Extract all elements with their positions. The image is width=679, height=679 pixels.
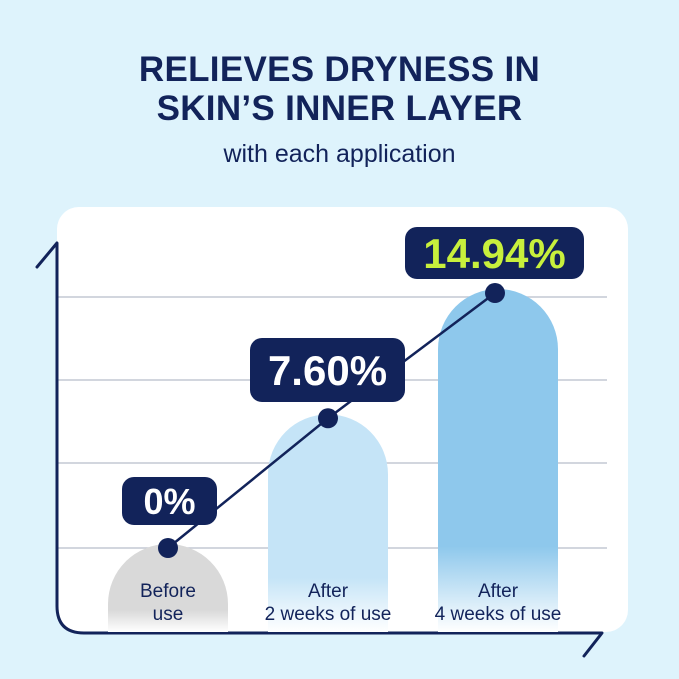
axes bbox=[35, 241, 604, 658]
data-point bbox=[318, 408, 338, 429]
bar bbox=[268, 414, 388, 632]
data-point bbox=[158, 538, 178, 558]
data-label-box bbox=[405, 227, 584, 279]
bar bbox=[108, 544, 228, 632]
data-label: 14.94% bbox=[423, 230, 565, 277]
category-label: Before bbox=[140, 581, 196, 602]
category-label: 2 weeks of use bbox=[265, 604, 392, 625]
data-label-box bbox=[250, 338, 405, 402]
subtitle: with each application bbox=[223, 140, 456, 168]
category-label: 4 weeks of use bbox=[435, 604, 562, 625]
category-label: After bbox=[308, 581, 349, 602]
page-title: RELIEVES DRYNESS IN SKIN’S INNER LAYER bbox=[0, 50, 679, 128]
data-label: 7.60% bbox=[268, 347, 387, 394]
title-line-2: SKIN’S INNER LAYER bbox=[156, 89, 523, 128]
data-point bbox=[485, 283, 505, 304]
bar bbox=[438, 289, 558, 632]
data-label: 0% bbox=[143, 481, 195, 522]
category-label: After bbox=[478, 581, 519, 602]
data-label-box bbox=[122, 477, 217, 525]
category-label: use bbox=[153, 604, 184, 625]
title-line-1: RELIEVES DRYNESS IN bbox=[138, 50, 541, 89]
